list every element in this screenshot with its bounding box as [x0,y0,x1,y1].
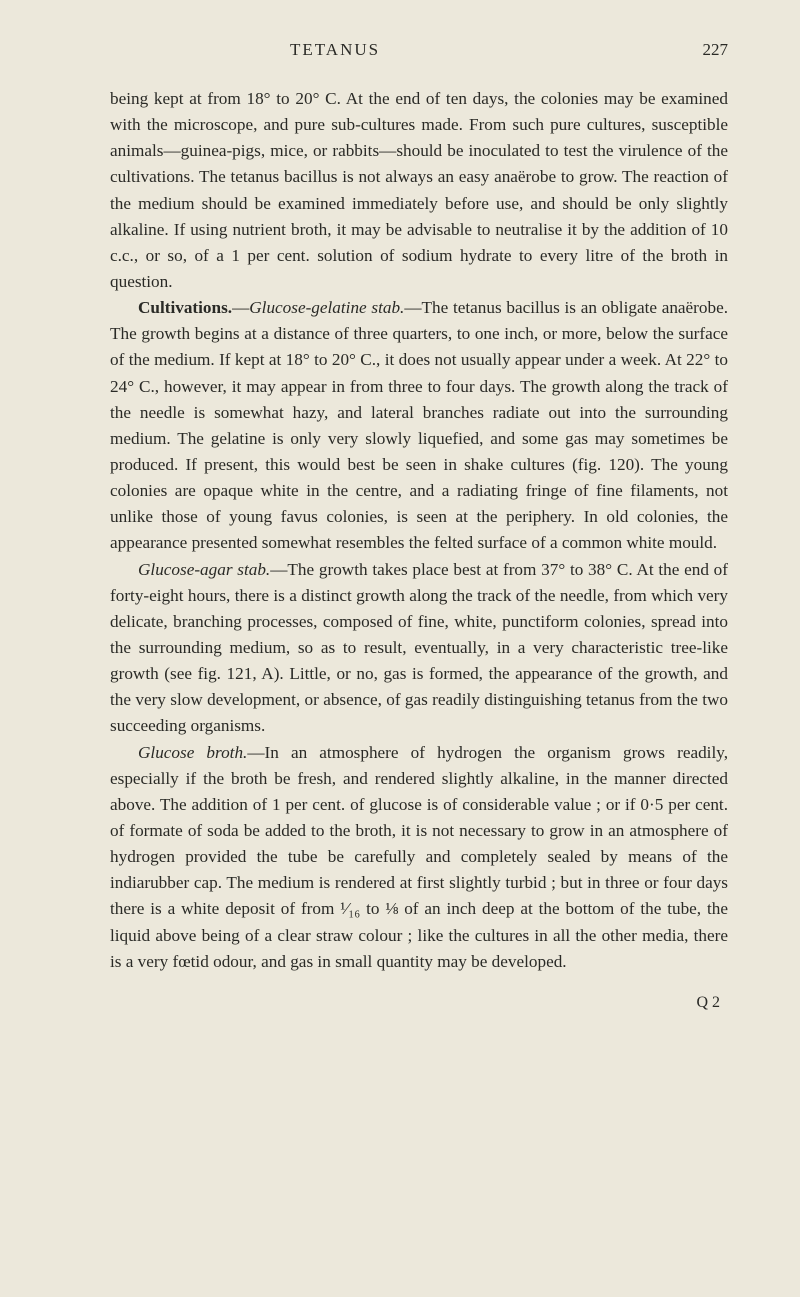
glucose-gelatine-label: Glucose-gelatine stab. [249,298,404,317]
paragraph-4: Glucose broth.—In an atmosphere of hydro… [110,740,728,975]
page-number: 227 [703,40,729,60]
page-container: TETANUS 227 being kept at from 18° to 20… [0,0,800,1065]
paragraph-3-rest: —The growth takes place best at from 37°… [110,560,728,736]
paragraph-2-rest: —The tetanus bacillus is an obligate ana… [110,298,728,552]
glucose-broth-label: Glucose broth. [138,743,247,762]
glucose-agar-label: Glucose-agar stab. [138,560,270,579]
header-title: TETANUS [290,40,380,60]
dash-1: — [232,298,249,317]
body-text: being kept at from 18° to 20° C. At the … [110,86,728,1015]
paragraph-2: Cultivations.—Glucose-gelatine stab.—The… [110,295,728,556]
page-header: TETANUS 227 [110,40,728,60]
signature-mark: Q 2 [110,991,728,1015]
paragraph-3: Glucose-agar stab.—The growth takes plac… [110,557,728,740]
cultivations-label: Cultivations. [138,298,232,317]
paragraph-1: being kept at from 18° to 20° C. At the … [110,86,728,295]
paragraph-4-rest: —In an atmosphere of hydrogen the organi… [110,743,728,971]
